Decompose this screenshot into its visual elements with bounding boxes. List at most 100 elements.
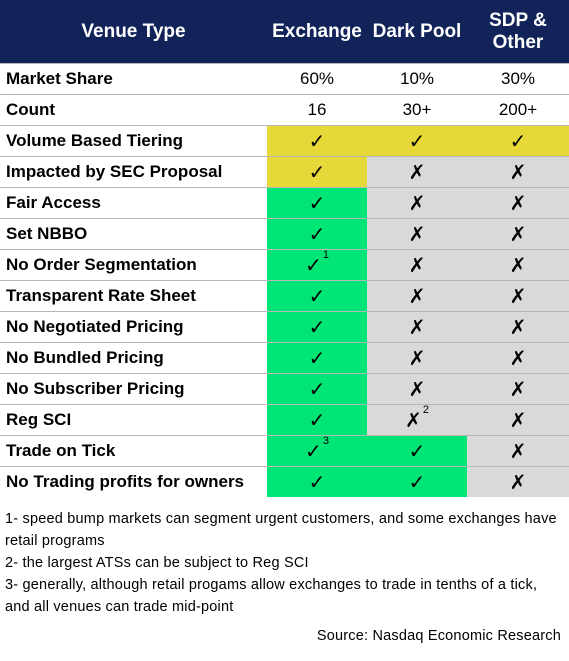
- table-cell: ✗: [367, 187, 467, 218]
- cross-icon: ✗: [408, 347, 426, 370]
- cell-value: 30+: [402, 100, 432, 119]
- table-row: No Order Segmentation ✓1 ✗ ✗: [0, 249, 569, 280]
- table-cell: ✓3: [267, 435, 367, 466]
- table-cell: ✗: [367, 156, 467, 187]
- check-icon: ✓: [308, 130, 326, 153]
- cross-icon: ✗: [408, 192, 426, 215]
- table-cell: ✗: [367, 280, 467, 311]
- table-cell: ✓1: [267, 249, 367, 280]
- table-row: No Trading profits for owners ✓ ✓ ✗: [0, 466, 569, 497]
- cross-icon: ✗: [509, 223, 527, 246]
- header-sdp-line2: Other: [492, 31, 544, 53]
- table-cell: ✓: [267, 404, 367, 435]
- cross-icon: ✗: [509, 285, 527, 308]
- check-icon: ✓: [308, 285, 326, 308]
- footnote-2: 2- the largest ATSs can be subject to Re…: [5, 555, 309, 571]
- source-credit: Source: Nasdaq Economic Research: [316, 628, 561, 644]
- row-label: No Bundled Pricing: [0, 342, 267, 373]
- footnote-3: 3- generally, although retail progams al…: [5, 577, 538, 615]
- header-sdp-line1: SDP &: [489, 9, 547, 31]
- check-icon: ✓: [308, 378, 326, 401]
- table-cell: ✗: [467, 342, 569, 373]
- cross-icon: ✗: [408, 223, 426, 246]
- cross-icon: ✗: [509, 471, 527, 494]
- table-cell: ✓: [267, 187, 367, 218]
- row-label: Volume Based Tiering: [0, 125, 267, 156]
- cross-icon: ✗: [408, 378, 426, 401]
- cell-value: 200+: [498, 100, 538, 119]
- table-cell: ✓: [267, 342, 367, 373]
- table-cell: ✗: [467, 249, 569, 280]
- table-cell: ✗: [467, 466, 569, 497]
- table-row: Market Share 60% 10% 30%: [0, 63, 569, 94]
- table-row: No Negotiated Pricing ✓ ✗ ✗: [0, 311, 569, 342]
- check-icon: ✓: [308, 161, 326, 184]
- row-label: Trade on Tick: [0, 435, 267, 466]
- table-cell: ✗: [367, 342, 467, 373]
- table-row: Fair Access ✓ ✗ ✗: [0, 187, 569, 218]
- table-cell: ✓: [267, 311, 367, 342]
- cross-icon: ✗: [509, 378, 527, 401]
- table-row: Reg SCI ✓ ✗2 ✗: [0, 404, 569, 435]
- table-cell: ✗: [467, 280, 569, 311]
- check-icon: ✓: [308, 409, 326, 432]
- table-body: Market Share 60% 10% 30% Count 16 30+ 200+ Volum…: [0, 63, 569, 497]
- check-icon: ✓: [408, 471, 426, 494]
- table-cell: 16: [267, 94, 367, 125]
- cross-icon: ✗: [408, 254, 426, 277]
- header-sdp-other: SDP & Other: [467, 0, 569, 63]
- row-label: Set NBBO: [0, 218, 267, 249]
- cross-icon: ✗: [509, 409, 527, 432]
- check-icon: ✓: [308, 223, 326, 246]
- table-cell: ✗: [467, 187, 569, 218]
- cross-icon: ✗: [509, 440, 527, 463]
- cross-icon: ✗: [509, 161, 527, 184]
- table-row: No Subscriber Pricing ✓ ✗ ✗: [0, 373, 569, 404]
- table-cell: 30+: [367, 94, 467, 125]
- table-row: Count 16 30+ 200+: [0, 94, 569, 125]
- row-label: Count: [0, 94, 267, 125]
- cross-icon: ✗: [408, 316, 426, 339]
- cross-icon: ✗: [405, 409, 422, 432]
- table-cell: 10%: [367, 63, 467, 94]
- cell-value: 16: [307, 100, 327, 119]
- check-icon: ✓: [308, 347, 326, 370]
- cell-value: 60%: [299, 69, 335, 88]
- footnote-1: 1- speed bump markets can segment urgent…: [5, 511, 557, 549]
- table-cell: ✗: [367, 218, 467, 249]
- check-icon: ✓: [308, 316, 326, 339]
- cell-value: 10%: [399, 69, 435, 88]
- table-row: Impacted by SEC Proposal ✓ ✗ ✗: [0, 156, 569, 187]
- table-cell: ✗: [467, 156, 569, 187]
- table-cell: ✓: [367, 125, 467, 156]
- row-label: No Trading profits for owners: [0, 466, 267, 497]
- table-cell: ✓: [267, 466, 367, 497]
- table-cell: ✓: [367, 435, 467, 466]
- table-cell: ✓: [467, 125, 569, 156]
- header-venue-type: Venue Type: [0, 0, 267, 63]
- row-label: No Subscriber Pricing: [0, 373, 267, 404]
- table-row: Transparent Rate Sheet ✓ ✗ ✗: [0, 280, 569, 311]
- table-cell: ✗: [367, 249, 467, 280]
- cross-icon: ✗: [509, 254, 527, 277]
- table-row: Volume Based Tiering ✓ ✓ ✓: [0, 125, 569, 156]
- footnote-marker: 3: [322, 434, 329, 447]
- footnotes: 1- speed bump markets can segment urgent…: [5, 508, 565, 618]
- table-cell: ✗: [467, 373, 569, 404]
- table-cell: ✓: [267, 156, 367, 187]
- table-cell: ✗: [467, 435, 569, 466]
- table-cell: ✓: [267, 218, 367, 249]
- row-label: Market Share: [0, 63, 267, 94]
- table-row: Set NBBO ✓ ✗ ✗: [0, 218, 569, 249]
- check-icon: ✓: [408, 440, 426, 463]
- table-cell: ✗: [367, 311, 467, 342]
- row-label: Reg SCI: [0, 404, 267, 435]
- table-cell: ✗: [467, 218, 569, 249]
- table-cell: 200+: [467, 94, 569, 125]
- row-label: Transparent Rate Sheet: [0, 280, 267, 311]
- table-cell: ✓: [367, 466, 467, 497]
- table-cell: 60%: [267, 63, 367, 94]
- cross-icon: ✗: [408, 161, 426, 184]
- cross-icon: ✗: [509, 316, 527, 339]
